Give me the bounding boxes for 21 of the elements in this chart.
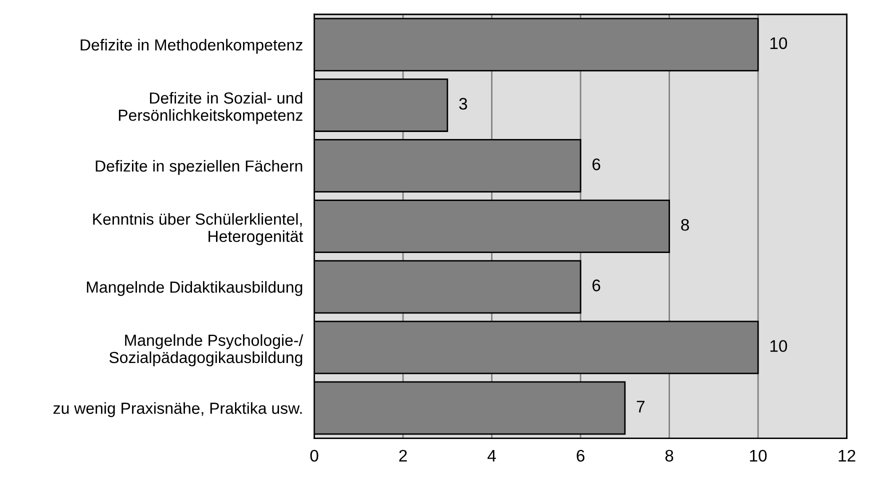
y-tick-label: Defizite in Methodenkompetenz xyxy=(80,38,302,54)
x-tick-label: 12 xyxy=(838,450,856,462)
data-label: 3 xyxy=(459,98,468,110)
x-tick-label: 6 xyxy=(576,450,584,462)
y-tick-label: Mangelnde Psychologie-/ Sozialpädagogikausbildung xyxy=(109,334,304,366)
y-tick-label: Mangelnde Didaktikausbildung xyxy=(86,281,302,296)
data-label: 6 xyxy=(592,280,600,292)
y-tick-label: Defizite in speziellen Fächern xyxy=(96,160,302,175)
data-label: 10 xyxy=(770,37,788,50)
data-label: 10 xyxy=(770,340,788,352)
y-tick-label: zu wenig Praxisnähe, Praktika usw. xyxy=(53,402,302,418)
data-label: 8 xyxy=(681,219,689,231)
x-tick-label: 4 xyxy=(488,450,496,462)
y-tick-label: Kenntnis über Schülerklientel, Heterogenität xyxy=(93,213,304,246)
data-label: 7 xyxy=(636,400,644,412)
x-tick-label: 8 xyxy=(665,450,674,462)
y-tick-label: Defizite in Sozial- und Persönlichkeitskompetenz xyxy=(118,92,302,124)
data-label: 6 xyxy=(592,158,600,170)
x-tick-label: 0 xyxy=(310,450,318,462)
x-tick-label: 10 xyxy=(750,450,767,462)
x-tick-label: 2 xyxy=(399,450,407,462)
